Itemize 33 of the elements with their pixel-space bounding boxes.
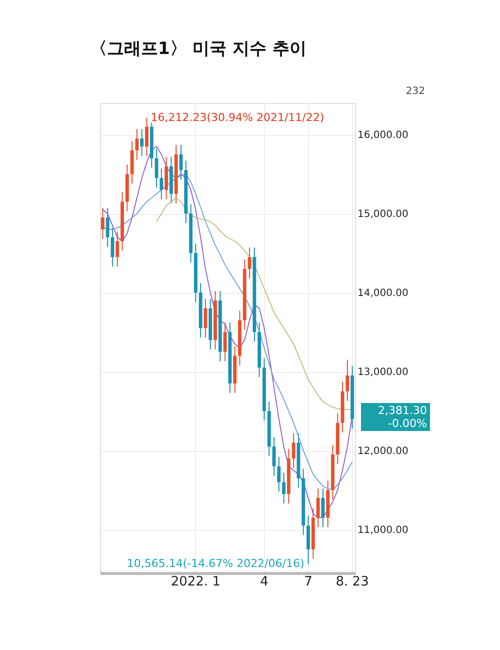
x-tick-label: 4 <box>260 574 268 590</box>
line-series <box>156 197 353 410</box>
y-tick-label: 13,000.00 <box>358 367 408 378</box>
candlestick <box>135 128 139 160</box>
y-tick-label: 15,000.00 <box>358 209 408 220</box>
candlestick <box>346 359 350 402</box>
candlestick <box>116 231 120 268</box>
candlestick <box>316 488 320 528</box>
candlestick <box>292 432 296 468</box>
x-tick-label: 8. 23 <box>336 574 369 590</box>
candlestick <box>282 472 286 504</box>
candlestick <box>160 168 164 200</box>
candlestick <box>306 516 310 564</box>
candlestick <box>140 128 144 156</box>
chart-title: 〈그래프1〉 미국 지수 추이 <box>90 39 307 59</box>
x-tick-label: 7 <box>304 574 312 590</box>
candlestick <box>321 488 325 528</box>
candlestick <box>106 208 110 248</box>
text: 232 <box>406 86 425 97</box>
x-tick-label: 2022. 1 <box>170 574 220 590</box>
y-tick-label: 11,000.00 <box>358 525 408 536</box>
y-tick-label: 12,000.00 <box>358 446 408 458</box>
y-tick-label: 14,000.00 <box>358 288 408 300</box>
annotation: 16,212.23(30.94% 2021/11/22) <box>150 110 324 124</box>
y-tick-label: 16,000.00 <box>358 130 408 142</box>
candlestick <box>100 208 104 240</box>
candlestick <box>223 322 227 362</box>
text: 2,381.30 -0.00% <box>378 404 427 430</box>
candlestick <box>145 117 148 156</box>
candlestick <box>130 140 134 184</box>
annotation: 10,565.14(-14.67% 2022/06/16) <box>126 556 304 570</box>
candlestick <box>164 156 168 200</box>
candlestick <box>277 456 281 492</box>
